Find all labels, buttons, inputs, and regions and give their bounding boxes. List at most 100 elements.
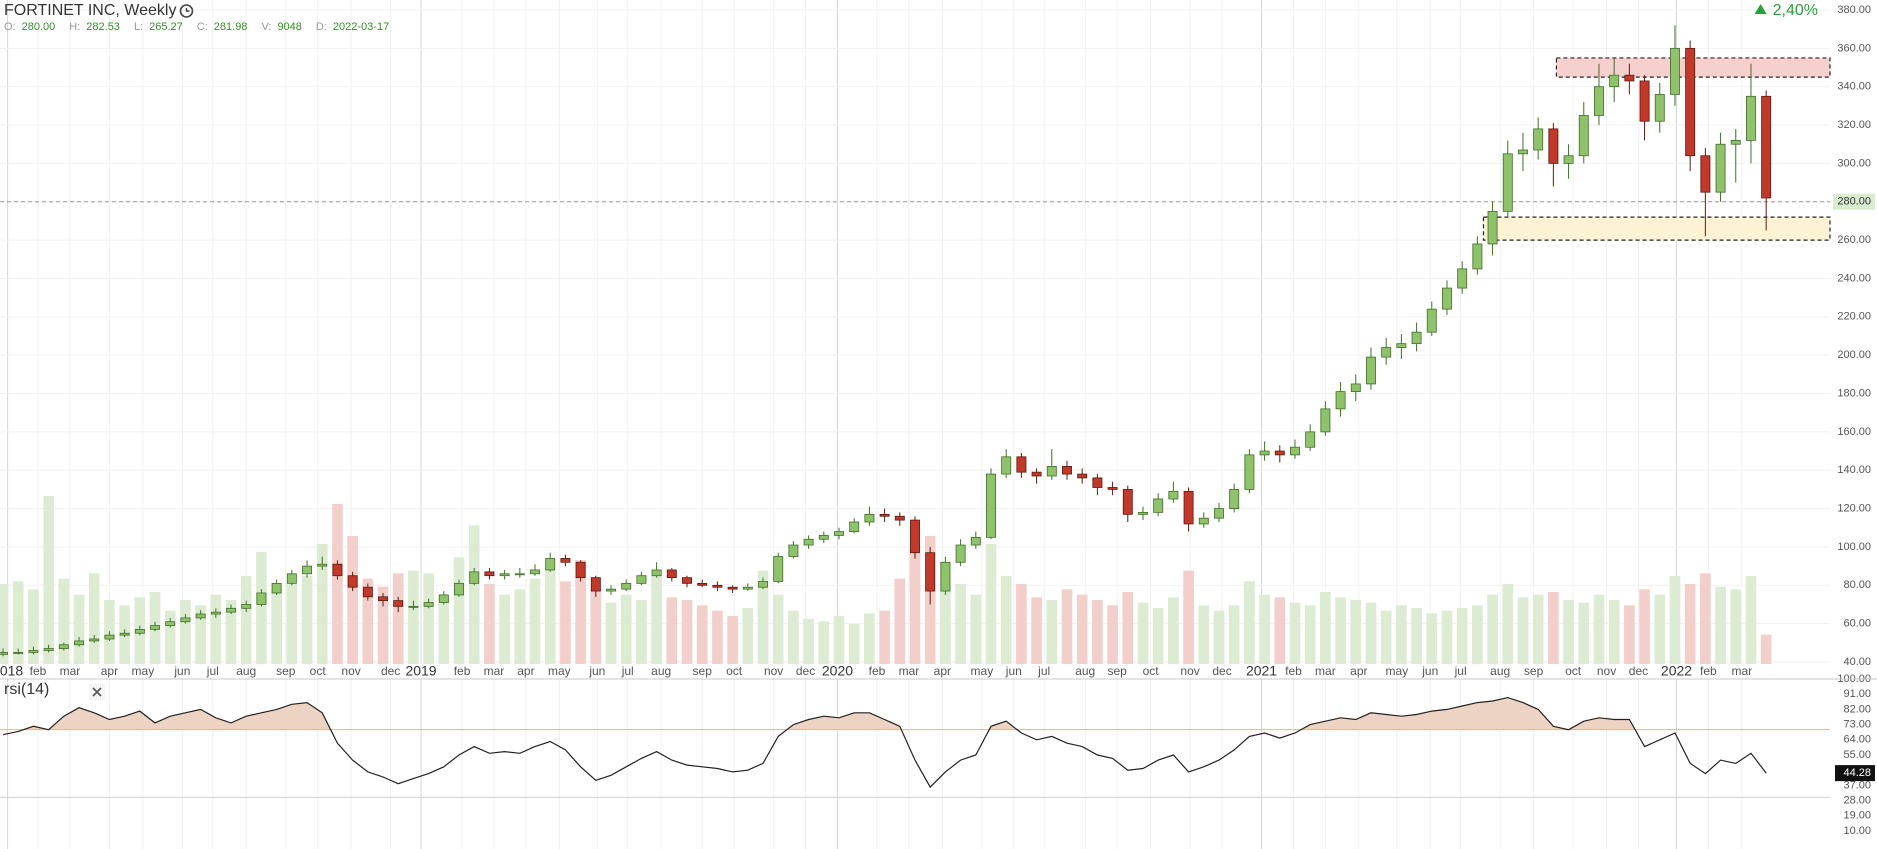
candle-body	[347, 575, 358, 588]
x-tick-label: aug	[1490, 664, 1510, 678]
volume-bar	[28, 589, 39, 664]
x-tick-label: may	[1385, 664, 1408, 678]
volume-bar	[788, 610, 799, 664]
legend-key: C:	[197, 21, 208, 33]
candle-body	[1183, 490, 1194, 525]
x-tick-label: 2018	[0, 663, 23, 679]
candle-body	[1502, 153, 1513, 212]
volume-bar	[1456, 608, 1468, 664]
overbought-fill	[23, 697, 1636, 730]
candle-body	[758, 581, 768, 588]
candle-body	[180, 617, 191, 623]
candle-body	[697, 582, 708, 586]
legend-value: 2022-03-17	[333, 21, 389, 33]
candles-layer	[0, 25, 1830, 657]
candle-body	[1578, 115, 1589, 157]
candle-body	[1350, 383, 1361, 393]
candle-body	[302, 565, 312, 575]
candle-body	[134, 629, 145, 634]
candle-body	[590, 577, 601, 592]
candle-body	[560, 558, 571, 563]
y-tick-label: 380.00	[1837, 4, 1871, 16]
x-tick-label: jun	[1421, 664, 1438, 678]
volume-bar	[1639, 589, 1650, 664]
y-tick-label: 120.00	[1837, 502, 1871, 514]
volume-bar	[1654, 594, 1666, 664]
candle-body	[636, 575, 647, 584]
volume-bar	[1593, 594, 1605, 664]
price-zone	[1482, 216, 1831, 241]
candle-body	[1700, 155, 1711, 193]
volume-bar	[818, 621, 830, 664]
candle-body	[1198, 517, 1209, 525]
candle-body	[1062, 465, 1072, 475]
candle-body	[1138, 512, 1148, 515]
x-tick-label: jul	[1037, 664, 1050, 678]
volume-bar	[1304, 605, 1316, 664]
candle-body	[1457, 268, 1468, 289]
x-tick-label: mar	[484, 664, 505, 678]
candle-body	[514, 573, 525, 576]
x-tick-label: jun	[1005, 664, 1022, 678]
volume-bar	[1411, 608, 1422, 664]
candle-body	[1305, 431, 1316, 448]
y-tick-label: 340.00	[1837, 81, 1871, 93]
candle-body	[150, 625, 160, 630]
volume-bar	[301, 576, 313, 664]
candle-body	[0, 652, 8, 655]
volume-bar	[712, 610, 723, 664]
candle-body	[1153, 498, 1164, 513]
rsi-value-label: 44.28	[1843, 767, 1871, 779]
candle-body	[773, 556, 784, 582]
candle-body	[89, 638, 100, 642]
y-tick-label: 240.00	[1837, 272, 1871, 284]
candle-body	[651, 569, 662, 577]
candle-body	[1214, 508, 1224, 519]
volume-bar	[833, 616, 845, 664]
volume-bar	[560, 581, 571, 664]
volume-bar	[1760, 634, 1772, 664]
candle-body	[1168, 490, 1179, 500]
volume-bar	[1365, 602, 1377, 664]
volume-bar	[1092, 600, 1103, 664]
y-tick-label: 160.00	[1837, 426, 1871, 438]
x-tick-label: aug	[236, 664, 256, 678]
rsi-layer	[0, 696, 1830, 798]
candle-body	[1274, 450, 1285, 456]
x-tick-label: may	[548, 664, 571, 678]
volume-bar	[347, 536, 358, 664]
volume-bar	[180, 600, 191, 664]
candle-body	[1715, 143, 1726, 193]
volume-bar	[1730, 589, 1742, 664]
volume-bar	[1061, 589, 1073, 664]
x-tick-label: feb	[454, 664, 471, 678]
candle-body	[1685, 47, 1696, 157]
volume-bar	[1487, 594, 1498, 664]
rsi-tick-label: 10.00	[1843, 825, 1871, 837]
volume-bar	[271, 589, 282, 664]
volume-bar	[544, 568, 556, 664]
candle-body	[393, 600, 404, 607]
volume-bar	[1046, 600, 1058, 664]
volume-bar	[1183, 570, 1194, 664]
x-tick-label: apr	[517, 664, 534, 678]
candle-body	[818, 535, 829, 540]
x-tick-label: mar	[1315, 664, 1336, 678]
x-tick-label: sep	[276, 664, 296, 678]
candle-body	[195, 613, 206, 619]
candle-body	[378, 596, 388, 602]
rsi-tick-label: 82.00	[1843, 703, 1871, 715]
close-rsi-button[interactable]	[89, 684, 105, 700]
volume-bar	[909, 546, 921, 664]
x-tick-label: aug	[1075, 664, 1095, 678]
candle-body	[925, 552, 936, 592]
candle-body	[894, 515, 905, 521]
volume-bar	[438, 597, 450, 664]
x-tick-label: nov	[764, 664, 783, 678]
candle-body	[1031, 471, 1042, 477]
rsi-tick-label: 64.00	[1843, 734, 1871, 746]
candle-body	[1746, 95, 1756, 141]
volume-bar	[1152, 608, 1164, 664]
volume-bar	[1259, 594, 1270, 664]
volume-bar	[1213, 610, 1225, 664]
